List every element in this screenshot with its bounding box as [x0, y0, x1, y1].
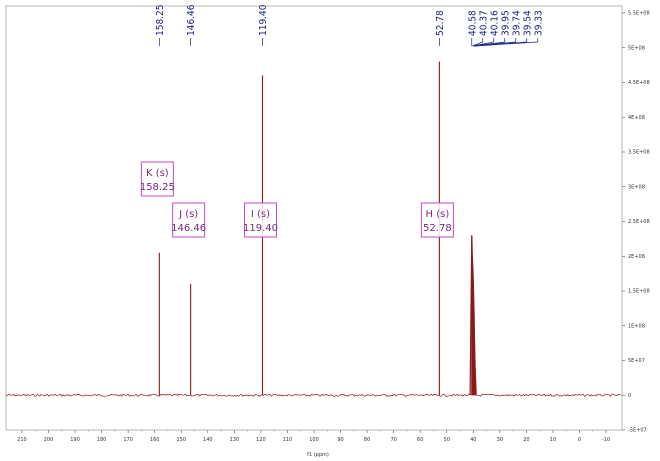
peak-label: 39.95: [500, 10, 511, 36]
y-tick-label: 3.5E+08: [628, 150, 650, 156]
peak-label-group: 158.25: [155, 5, 166, 46]
x-tick-label: 100: [309, 437, 319, 443]
peak-label: 39.54: [522, 10, 533, 36]
peak-label: 40.58: [467, 10, 478, 36]
baseline-noise: [5, 393, 622, 397]
plot-border: [5, 5, 623, 431]
x-tick-label: 130: [230, 437, 240, 443]
x-tick-label: 120: [256, 437, 266, 443]
y-tick-label: -5E+07: [628, 428, 647, 434]
y-axis: 5.5E+08 5E+08 4.5E+08 4E+08 3.5E+08 3E+08 2.5E…: [622, 11, 650, 434]
x-tick-label: 140: [203, 437, 213, 443]
peak-label-leader: [475, 41, 538, 47]
y-tick-label: 5E+08: [628, 45, 645, 51]
multiplet-box-frame: [140, 161, 174, 197]
multiplet-name: K (s): [146, 168, 169, 179]
y-tick-label: 2.5E+08: [628, 219, 650, 225]
x-tick-label: -10: [602, 437, 610, 443]
multiplet-name: H (s): [426, 209, 450, 220]
x-tick-label: 10: [550, 437, 556, 443]
x-tick-label: 0: [578, 437, 581, 443]
peak-label-group: 39.33: [475, 10, 544, 47]
spectrum-trace: [5, 393, 622, 397]
y-tick-label: 1E+08: [628, 323, 645, 329]
x-tick-label: 150: [176, 437, 186, 443]
multiplet-box-frame: [420, 202, 454, 238]
x-tick-label: 50: [444, 437, 450, 443]
plot-frame: [5, 5, 623, 431]
peak-label: 119.40: [258, 4, 269, 36]
peak-label: 39.33: [533, 10, 544, 36]
peak-label: 40.37: [478, 10, 489, 36]
solvent-multiplet: [469, 235, 477, 396]
x-tick-label: 80: [364, 437, 370, 443]
multiplet-value: 158.25: [140, 182, 175, 193]
y-tick-label: 5E+07: [628, 358, 645, 364]
y-tick-label: 3E+08: [628, 184, 645, 190]
peak-label: 146.46: [186, 4, 197, 36]
peak-label-group: 40.58: [467, 10, 478, 46]
y-tick-label: 1.5E+08: [628, 289, 650, 295]
x-tick-label: 60: [417, 437, 423, 443]
y-tick-label: 2E+08: [628, 254, 645, 260]
y-tick-label: 0: [628, 393, 631, 399]
multiplet-name: J (s): [178, 209, 198, 220]
peak-label-group: 40.37: [472, 10, 489, 47]
multiplet-name: I (s): [251, 209, 270, 220]
x-tick-label: 190: [70, 437, 80, 443]
multiplet-box: H (s) 52.78: [420, 202, 454, 238]
x-tick-label: 210: [17, 437, 27, 443]
x-tick-label: 40: [470, 437, 476, 443]
multiplet-box: K (s) 158.25: [140, 161, 175, 197]
multiplet-value: 146.46: [171, 223, 206, 234]
multiplet-value: 52.78: [423, 223, 452, 234]
x-tick-label: 160: [150, 437, 160, 443]
peak-label: 39.74: [511, 10, 522, 36]
peak-label-group: 52.78: [435, 10, 446, 46]
x-tick-label: 30: [497, 437, 503, 443]
multiplet-box-frame: [172, 202, 206, 238]
multiplet-boxes: K (s) 158.25 J (s) 146.46 I (s) 119.40 H (s) 52…: [140, 161, 454, 238]
multiplet-box-frame: [243, 202, 277, 238]
x-tick-label: 180: [97, 437, 107, 443]
x-tick-label: 70: [390, 437, 396, 443]
x-tick-label: 90: [337, 437, 343, 443]
y-tick-label: 4.5E+08: [628, 80, 650, 86]
multiplet-value: 119.40: [243, 223, 278, 234]
x-tick-label: 200: [44, 437, 54, 443]
peak-label-group: 146.46: [186, 4, 197, 46]
multiplet-box: J (s) 146.46: [171, 202, 206, 238]
peak-label-leader: [472, 41, 483, 47]
peak-label: 40.16: [489, 10, 500, 36]
peak-labels: 158.25 146.46 119.40 52.78 40.58 40.37 40.16 39…: [155, 4, 544, 47]
peak-label: 158.25: [155, 5, 166, 36]
x-axis-title: f1 (ppm): [307, 452, 329, 458]
peak-label: 52.78: [435, 10, 446, 36]
multiplet-box: I (s) 119.40: [243, 202, 278, 238]
x-tick-label: 110: [283, 437, 293, 443]
y-tick-label: 5.5E+08: [628, 11, 650, 17]
x-axis: 210 200 190 180 170 160 150 140 130 120 110 100 90 80…: [17, 430, 610, 443]
peak-label-group: 119.40: [258, 4, 269, 46]
x-tick-label: 170: [123, 437, 133, 443]
x-tick-label: 20: [523, 437, 529, 443]
y-tick-label: 4E+08: [628, 115, 645, 121]
